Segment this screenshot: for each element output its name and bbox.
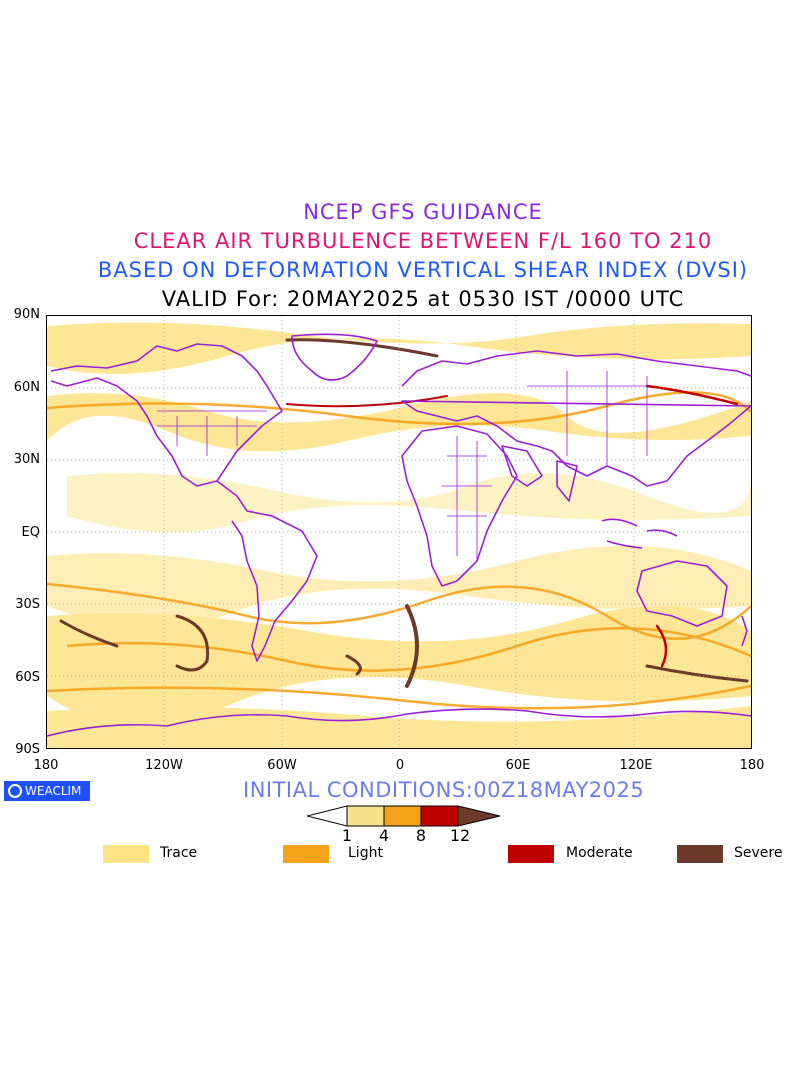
lon-label: 120E xyxy=(619,758,653,773)
logo-ring-icon xyxy=(8,784,22,798)
lat-label: 60N xyxy=(13,380,40,395)
title-line-2: CLEAR AIR TURBULENCE BETWEEN F/L 160 TO … xyxy=(133,229,713,253)
lon-label: 60W xyxy=(267,758,297,773)
turbulence-light-bands xyxy=(47,391,751,710)
graticule xyxy=(47,316,751,748)
lat-label: 30S xyxy=(15,597,40,612)
colorbar-segment-moderate xyxy=(420,805,459,827)
title-line-1: NCEP GFS GUIDANCE xyxy=(303,200,543,224)
lat-label: 90S xyxy=(15,742,40,757)
colorbar-tick: 1 xyxy=(341,826,353,845)
colorbar-segment-trace xyxy=(346,805,385,827)
colorbar-upper-arrow xyxy=(457,805,501,827)
lat-label: 60S xyxy=(15,670,40,685)
turbulence-trace-field xyxy=(47,322,751,748)
colorbar-lower-arrow xyxy=(307,805,348,827)
lon-label: 120W xyxy=(145,758,183,773)
lat-label: 90N xyxy=(13,307,40,322)
title-line-3: BASED ON DEFORMATION VERTICAL SHEAR INDE… xyxy=(97,258,749,282)
legend-swatch-light xyxy=(283,845,329,863)
lon-label: 180 xyxy=(33,758,59,773)
lon-label: 0 xyxy=(395,758,405,773)
legend-label-light: Light xyxy=(348,845,383,861)
map-svg xyxy=(47,316,751,748)
colorbar-tick: 12 xyxy=(449,826,471,845)
legend-label-moderate: Moderate xyxy=(566,845,633,861)
logo-text: WEACLIM xyxy=(25,784,82,798)
colorbar xyxy=(307,805,501,827)
colorbar-tick: 4 xyxy=(378,826,390,845)
weaclim-logo: WEACLIM xyxy=(4,781,90,801)
legend-label-severe: Severe xyxy=(734,845,783,861)
colorbar-tick: 8 xyxy=(415,826,427,845)
turbulence-severe-bands xyxy=(59,338,749,688)
colorbar-segment-light xyxy=(383,805,422,827)
lon-label: 180 xyxy=(739,758,765,773)
lon-label: 60E xyxy=(505,758,531,773)
legend-swatch-moderate xyxy=(508,845,554,863)
turbulence-map xyxy=(46,315,752,749)
lat-label: EQ xyxy=(21,525,40,540)
legend-swatch-severe xyxy=(677,845,723,863)
legend-label-trace: Trace xyxy=(160,845,198,861)
title-line-4: VALID For: 20MAY2025 at 0530 IST /0000 U… xyxy=(161,287,685,311)
legend-swatch-trace xyxy=(103,845,149,863)
initial-conditions: INITIAL CONDITIONS:00Z18MAY2025 xyxy=(243,778,645,802)
coastlines xyxy=(47,333,751,737)
lat-label: 30N xyxy=(13,452,40,467)
